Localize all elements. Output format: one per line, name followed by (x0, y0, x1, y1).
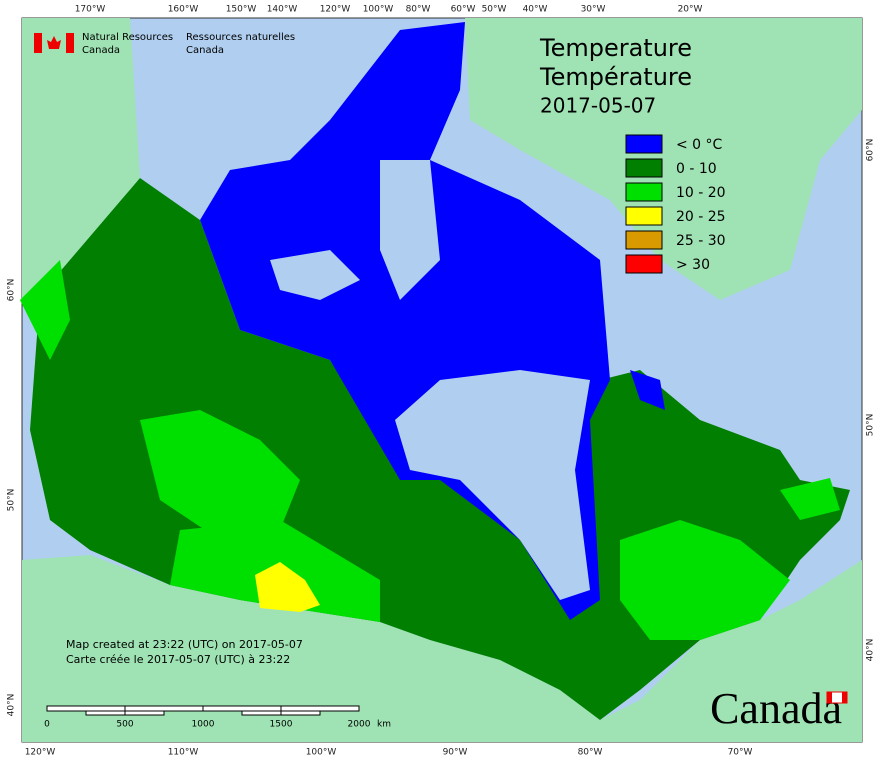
graticule-label: 80°W (406, 5, 431, 15)
scale-label: 1500 (270, 720, 293, 730)
zone-region (620, 520, 790, 640)
graticule-label: 120°W (25, 748, 56, 758)
legend-swatch (625, 254, 663, 274)
credit: Map created at 23:22 (UTC) on 2017-05-07 (66, 638, 303, 651)
legend-swatch (625, 230, 663, 250)
scale-segment (241, 710, 282, 716)
flag-bar (66, 33, 74, 53)
graticule-label: 160°W (168, 5, 199, 15)
title-en: Temperature (539, 34, 692, 62)
zone-region (255, 562, 320, 612)
scale-label: 0 (44, 720, 50, 730)
scale-segment (280, 710, 321, 716)
wordmark-flag (827, 692, 832, 703)
scale-label: 500 (116, 720, 133, 730)
credit: Carte créée le 2017-05-07 (UTC) à 23:22 (66, 653, 290, 666)
flag-bar (34, 33, 42, 53)
graticule-label: 50°W (482, 5, 507, 15)
legend-swatch (625, 206, 663, 226)
scale-segment (124, 705, 204, 712)
greenland (465, 18, 862, 300)
title-fr: Température (539, 63, 692, 91)
arctic-channel (270, 250, 360, 300)
scale-unit: km (377, 720, 391, 730)
legend-swatch (625, 182, 663, 202)
scale-segment (85, 710, 126, 716)
agency-fr: Canada (186, 45, 224, 56)
scale-segment (202, 705, 282, 712)
graticule-label: 30°W (581, 5, 606, 15)
title-date: 2017-05-07 (540, 94, 656, 118)
legend-label: 0 - 10 (676, 161, 717, 177)
zone-region (780, 478, 840, 520)
graticule-label: 50°N (866, 414, 876, 437)
legend-swatch (625, 158, 663, 178)
graticule-label: 100°W (363, 5, 394, 15)
scale-bar: 0 500 1000 1500 2000 km (44, 705, 391, 730)
united-states (22, 555, 862, 742)
legend-label: 25 - 30 (676, 233, 726, 249)
graticule-label: 50°N (7, 489, 17, 512)
legend: < 0 °C 0 - 10 10 - 20 20 - 25 25 - 30 > 30 (625, 134, 726, 274)
graticule-label: 110°W (168, 748, 199, 758)
graticule-label: 40°N (866, 639, 876, 662)
wordmark: Canada (710, 684, 842, 733)
graticule-label: 90°W (443, 748, 468, 758)
legend-label: > 30 (676, 257, 710, 273)
scale-segment (280, 705, 360, 712)
scale-segment (46, 705, 126, 712)
scale-label: 2000 (348, 720, 371, 730)
wordmark-flag (842, 692, 847, 703)
graticule-label: 80°W (578, 748, 603, 758)
graticule-label: 60°N (866, 139, 876, 162)
legend-label: 20 - 25 (676, 209, 726, 225)
graticule-label: 170°W (75, 5, 106, 15)
scale-segment (124, 710, 165, 716)
graticule-label: 40°W (523, 5, 548, 15)
legend-label: < 0 °C (676, 137, 723, 153)
graticule-label: 70°W (728, 748, 753, 758)
graticule-label: 120°W (320, 5, 351, 15)
graticule-label: 150°W (226, 5, 257, 15)
hudson-bay (395, 370, 590, 600)
graticule-label: 20°W (678, 5, 703, 15)
arctic-channel (380, 160, 440, 300)
zone-region (20, 260, 70, 360)
graticule-label: 60°W (451, 5, 476, 15)
agency-en: Canada (82, 45, 120, 56)
graticule-label: 140°W (267, 5, 298, 15)
zone-region (140, 410, 300, 540)
alaska (22, 18, 140, 300)
scale-label: 1000 (192, 720, 215, 730)
legend-label: 10 - 20 (676, 185, 726, 201)
zone-region (630, 370, 665, 410)
agency-fr: Ressources naturelles (186, 32, 295, 43)
graticule-label: 40°N (7, 694, 17, 717)
graticule-label: 100°W (306, 748, 337, 758)
flag-leaf (47, 36, 61, 49)
graticule: 170°W 160°W 150°W 140°W 120°W 100°W 80°W 60°W 50… (7, 5, 876, 758)
legend-swatch (625, 134, 663, 154)
agency-en: Natural Resources (82, 32, 173, 43)
land-outside (22, 18, 862, 742)
graticule-label: 60°N (7, 279, 17, 302)
